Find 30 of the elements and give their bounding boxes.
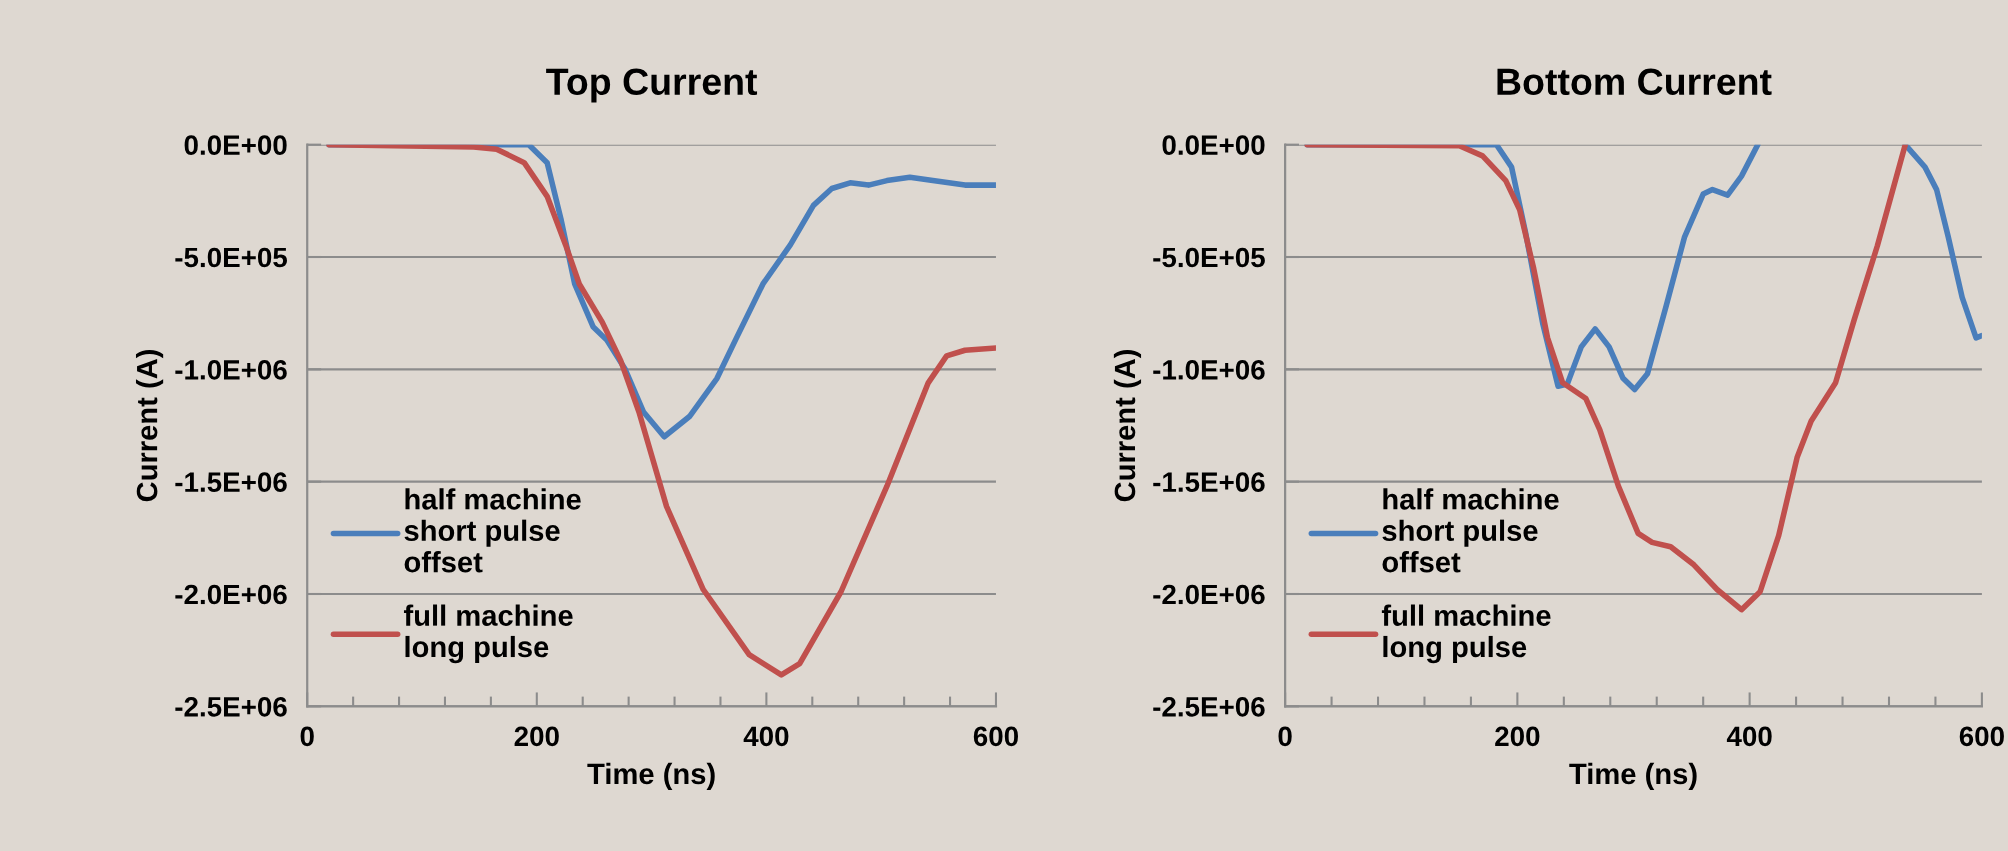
y-tick-label: -2.5E+06 [175,697,287,717]
y-tick-label: -5.0E+05 [1153,247,1265,268]
x-tick-label: 0 [1278,726,1292,747]
x-tick-label: 400 [1726,726,1772,747]
chart-title: Bottom Current [1497,68,1772,96]
y-tick-label: -2.0E+06 [175,584,287,605]
x-axis-title: Time (ns) [1569,762,1697,790]
legend-label: half machine short pulse offset [1382,488,1559,573]
y-tick-label: -2.5E+06 [1153,697,1265,717]
x-tick-label: 0 [300,726,314,747]
x-tick-label: 600 [973,726,1018,747]
y-tick-label: -1.5E+06 [1153,472,1265,492]
x-tick-label: 400 [743,726,789,747]
y-axis-title: Current (A) [135,349,164,502]
y-tick-label: -2.0E+06 [1153,584,1265,605]
y-tick-label: 0.0E+00 [1162,135,1265,156]
legend-label: half machine short pulse offset [404,488,581,573]
y-tick-label: -1.0E+06 [175,360,287,380]
x-axis-title: Time (ns) [587,762,715,790]
y-axis-title: Current (A) [1113,349,1142,502]
legend-label: full machine long pulse [1381,604,1551,664]
y-tick-label: -5.0E+05 [175,247,288,268]
y-tick-label: 0.0E+00 [184,135,287,156]
x-tick-label: 200 [1495,726,1540,747]
x-tick-label: 200 [514,726,559,747]
y-tick-label: -1.0E+06 [1153,360,1265,380]
x-tick-label: 600 [1959,726,2004,747]
chart-title: Top Current [546,68,758,103]
legend-label: full machine long pulse [403,604,573,664]
y-tick-label: -1.5E+06 [175,472,287,492]
